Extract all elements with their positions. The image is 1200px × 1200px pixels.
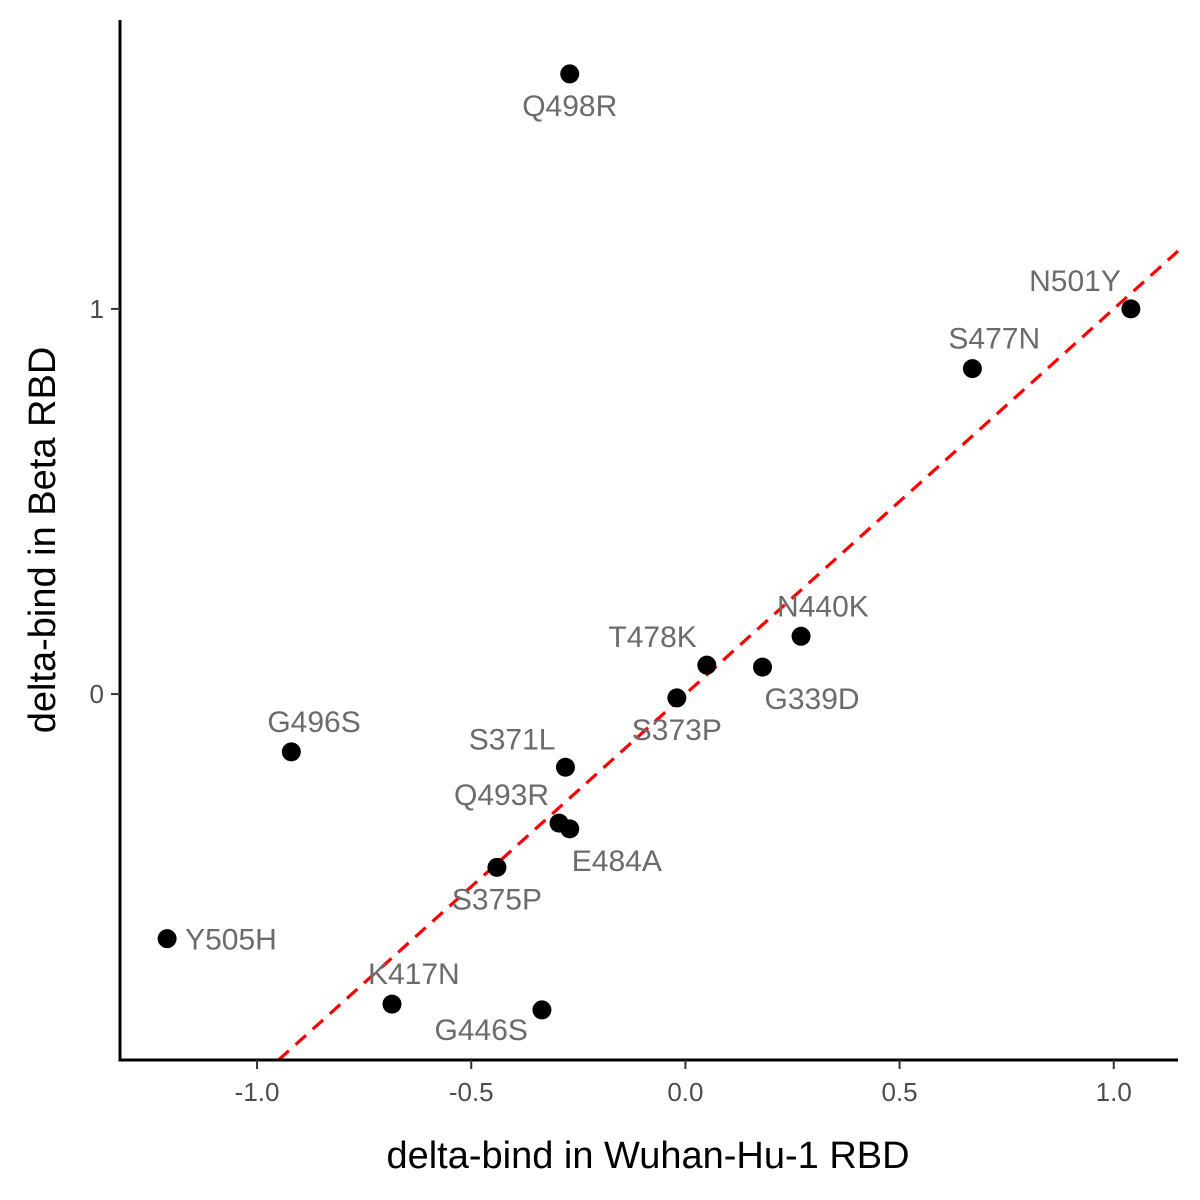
point-label-s373p: S373P <box>632 714 722 747</box>
point-label-g496s: G496S <box>267 706 360 739</box>
data-point-s371l <box>555 757 575 777</box>
point-label-n440k: N440K <box>777 590 869 623</box>
points-layer <box>157 64 1141 1020</box>
data-point-s375p <box>487 857 507 877</box>
reference-line-layer <box>277 249 1180 1062</box>
data-point-g496s <box>281 742 301 762</box>
data-point-g446s <box>532 1000 552 1020</box>
x-tick-label: 0.5 <box>882 1077 918 1107</box>
point-labels-layer: Q498R N501Y S477N N440K T478K G339D S373P G496S… <box>185 90 1121 1047</box>
y-tick-label: 0 <box>90 679 104 709</box>
x-axis-title: delta-bind in Wuhan-Hu-1 RBD <box>386 1135 909 1177</box>
point-label-n501y: N501Y <box>1029 265 1121 298</box>
data-point-q498r <box>560 64 580 84</box>
data-point-n501y <box>1121 299 1141 319</box>
data-point-k417n <box>382 994 402 1014</box>
data-point-n440k <box>791 626 811 646</box>
point-label-g446s: G446S <box>435 1014 528 1047</box>
point-label-q498r: Q498R <box>522 90 617 123</box>
x-tick-label: 0.0 <box>667 1077 703 1107</box>
y-tick-label: 1 <box>90 294 104 324</box>
reference-line <box>277 249 1180 1062</box>
point-label-s477n: S477N <box>948 323 1040 356</box>
point-label-t478k: T478K <box>608 621 696 654</box>
data-point-s477n <box>962 359 982 379</box>
point-label-s371l: S371L <box>469 723 556 756</box>
data-point-e484a <box>560 819 580 839</box>
x-tick-label: 1.0 <box>1096 1077 1132 1107</box>
data-point-t478k <box>697 655 717 675</box>
point-label-s375p: S375P <box>452 883 542 916</box>
x-tick-label: -0.5 <box>449 1077 494 1107</box>
data-point-g339d <box>753 657 773 677</box>
point-label-k417n: K417N <box>368 958 460 991</box>
x-tick-label: -1.0 <box>235 1077 280 1107</box>
point-label-y505h: Y505H <box>185 924 277 957</box>
axes-layer: -1.0 -0.5 0.0 0.5 1.0 0 1 <box>90 20 1178 1107</box>
point-label-q493r: Q493R <box>454 779 549 812</box>
point-label-g339d: G339D <box>765 683 860 716</box>
data-point-s373p <box>667 688 687 708</box>
data-point-y505h <box>157 929 177 949</box>
y-axis-title: delta-bind in Beta RBD <box>22 347 64 734</box>
point-label-e484a: E484A <box>572 845 662 878</box>
